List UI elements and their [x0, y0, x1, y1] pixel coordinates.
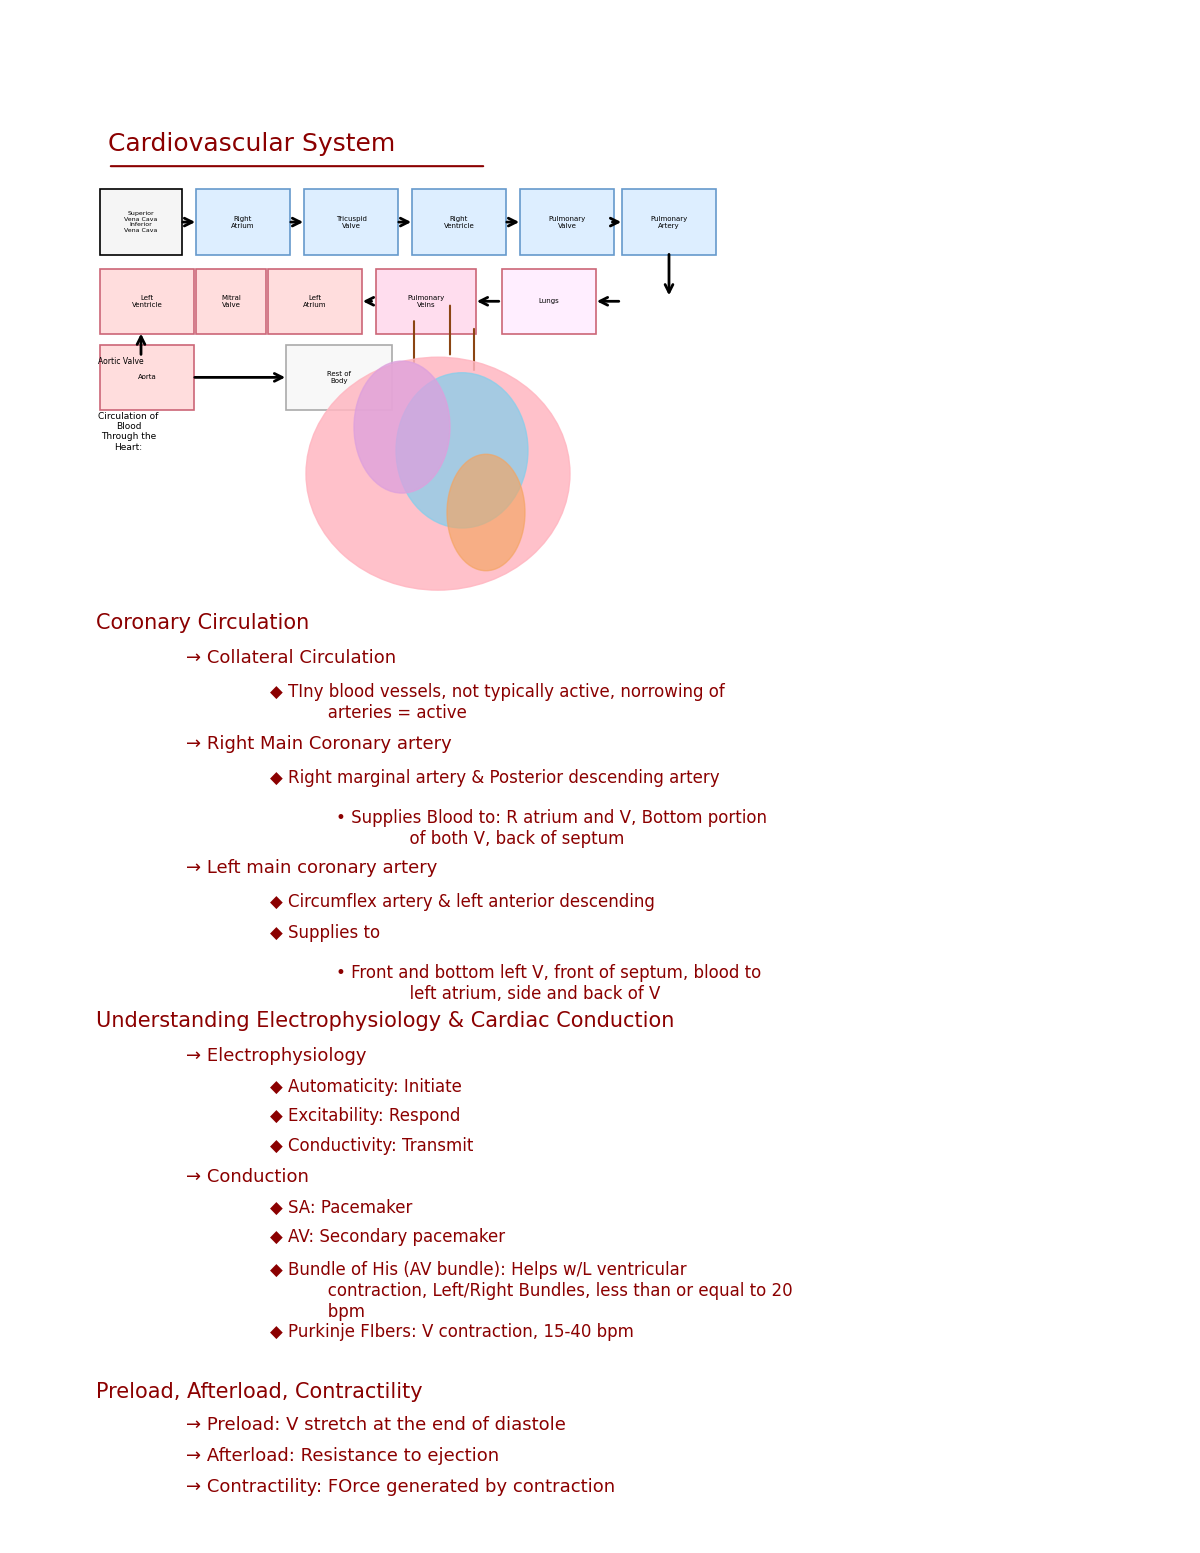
- FancyBboxPatch shape: [268, 269, 362, 334]
- Text: ◆ TIny blood vessels, not typically active, norrowing of
           arteries = a: ◆ TIny blood vessels, not typically acti…: [270, 683, 725, 722]
- FancyBboxPatch shape: [304, 189, 398, 255]
- Text: Pulmonary
Artery: Pulmonary Artery: [650, 216, 688, 228]
- Text: Aortic Valve: Aortic Valve: [98, 357, 144, 367]
- FancyBboxPatch shape: [286, 345, 392, 410]
- FancyBboxPatch shape: [622, 189, 716, 255]
- Text: ◆ AV: Secondary pacemaker: ◆ AV: Secondary pacemaker: [270, 1228, 505, 1247]
- Text: → Preload: V stretch at the end of diastole: → Preload: V stretch at the end of diast…: [186, 1416, 566, 1435]
- Text: → Collateral Circulation: → Collateral Circulation: [186, 649, 396, 668]
- Text: ◆ Right marginal artery & Posterior descending artery: ◆ Right marginal artery & Posterior desc…: [270, 769, 720, 787]
- Text: Coronary Circulation: Coronary Circulation: [96, 613, 310, 634]
- Text: → Right Main Coronary artery: → Right Main Coronary artery: [186, 735, 451, 753]
- Text: • Front and bottom left V, front of septum, blood to
              left atrium, : • Front and bottom left V, front of sept…: [336, 964, 761, 1003]
- Ellipse shape: [354, 362, 450, 494]
- FancyBboxPatch shape: [100, 345, 194, 410]
- Text: ◆ SA: Pacemaker: ◆ SA: Pacemaker: [270, 1199, 413, 1218]
- Text: ◆ Excitability: Respond: ◆ Excitability: Respond: [270, 1107, 461, 1126]
- Text: Understanding Electrophysiology & Cardiac Conduction: Understanding Electrophysiology & Cardia…: [96, 1011, 674, 1031]
- Text: ◆ Circumflex artery & left anterior descending: ◆ Circumflex artery & left anterior desc…: [270, 893, 655, 912]
- Text: ◆ Conductivity: Transmit: ◆ Conductivity: Transmit: [270, 1137, 473, 1155]
- FancyBboxPatch shape: [196, 269, 266, 334]
- Text: Aorta: Aorta: [138, 374, 156, 380]
- Text: Pulmonary
Veins: Pulmonary Veins: [407, 295, 445, 307]
- Ellipse shape: [306, 357, 570, 590]
- FancyBboxPatch shape: [100, 269, 194, 334]
- Text: Rest of
Body: Rest of Body: [326, 371, 350, 384]
- Text: Cardiovascular System: Cardiovascular System: [108, 132, 395, 155]
- Text: Superior
Vena Cava
Inferior
Vena Cava: Superior Vena Cava Inferior Vena Cava: [125, 211, 157, 233]
- Text: Left
Ventricle: Left Ventricle: [132, 295, 162, 307]
- Text: → Afterload: Resistance to ejection: → Afterload: Resistance to ejection: [186, 1447, 499, 1466]
- Text: • Supplies Blood to: R atrium and V, Bottom portion
              of both V, bac: • Supplies Blood to: R atrium and V, Bot…: [336, 809, 767, 848]
- FancyBboxPatch shape: [196, 189, 290, 255]
- Text: ◆ Automaticity: Initiate: ◆ Automaticity: Initiate: [270, 1078, 462, 1096]
- Text: Right
Atrium: Right Atrium: [232, 216, 254, 228]
- FancyBboxPatch shape: [376, 269, 476, 334]
- FancyBboxPatch shape: [502, 269, 596, 334]
- Text: ◆ Supplies to: ◆ Supplies to: [270, 924, 380, 943]
- Ellipse shape: [446, 455, 526, 570]
- Text: Lungs: Lungs: [539, 298, 559, 304]
- Text: ◆ Bundle of His (AV bundle): Helps w/L ventricular
           contraction, Left/: ◆ Bundle of His (AV bundle): Helps w/L v…: [270, 1261, 793, 1320]
- Text: → Contractility: FOrce generated by contraction: → Contractility: FOrce generated by cont…: [186, 1478, 616, 1497]
- Ellipse shape: [396, 373, 528, 528]
- Text: → Left main coronary artery: → Left main coronary artery: [186, 859, 437, 877]
- Text: Left
Atrium: Left Atrium: [304, 295, 326, 307]
- FancyBboxPatch shape: [100, 189, 182, 255]
- Text: ◆ Purkinje FIbers: V contraction, 15-40 bpm: ◆ Purkinje FIbers: V contraction, 15-40 …: [270, 1323, 634, 1342]
- Text: → Conduction: → Conduction: [186, 1168, 308, 1186]
- Text: Mitral
Valve: Mitral Valve: [221, 295, 241, 307]
- Text: Preload, Afterload, Contractility: Preload, Afterload, Contractility: [96, 1382, 422, 1402]
- Text: → Electrophysiology: → Electrophysiology: [186, 1047, 366, 1065]
- FancyBboxPatch shape: [412, 189, 506, 255]
- Text: Pulmonary
Valve: Pulmonary Valve: [548, 216, 586, 228]
- Text: Circulation of
Blood
Through the
Heart:: Circulation of Blood Through the Heart:: [98, 412, 158, 452]
- Text: Right
Ventricle: Right Ventricle: [444, 216, 474, 228]
- Text: Tricuspid
Valve: Tricuspid Valve: [336, 216, 366, 228]
- FancyBboxPatch shape: [520, 189, 614, 255]
